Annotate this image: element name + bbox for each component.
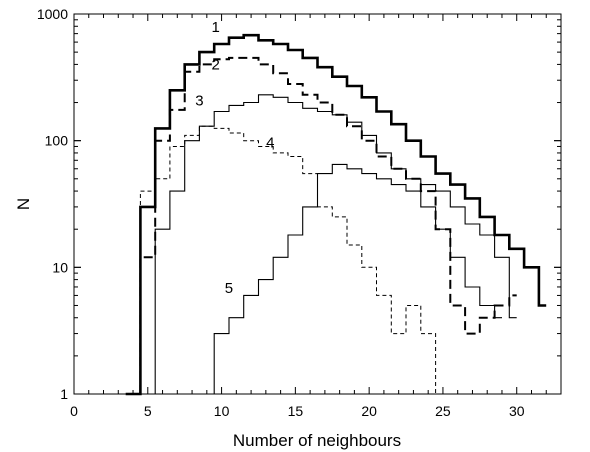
series-5-label: 5: [225, 280, 233, 297]
y-tick-label: 100: [45, 133, 69, 149]
series-1-line: [125, 33, 547, 396]
x-tick-label: 20: [361, 403, 377, 419]
x-tick-label: 5: [144, 403, 152, 419]
series-2-line: [139, 56, 517, 394]
series-3-label: 3: [195, 92, 203, 109]
x-tick-label: 15: [288, 403, 304, 419]
y-axis-label: N: [14, 198, 33, 210]
x-tick-label: 0: [70, 403, 78, 419]
x-tick-label: 10: [214, 403, 230, 419]
series-4-label: 4: [266, 135, 274, 152]
x-tick-label: 30: [509, 403, 525, 419]
y-tick-label: 1000: [37, 6, 68, 22]
plot-frame: [73, 13, 562, 395]
series-layer: [125, 33, 547, 396]
x-tick-label: 25: [435, 403, 451, 419]
series-5-line: [199, 163, 502, 395]
y-tick-label: 10: [52, 259, 68, 275]
series-3-line: [140, 94, 517, 395]
series-4-line: [139, 125, 443, 395]
series-1-label: 1: [212, 19, 220, 36]
x-axis-label: Number of neighbours: [233, 431, 401, 450]
series-2-label: 2: [212, 56, 220, 73]
y-tick-label: 1: [60, 386, 68, 402]
series-label-layer: 1 2 3 4 5: [195, 19, 274, 297]
